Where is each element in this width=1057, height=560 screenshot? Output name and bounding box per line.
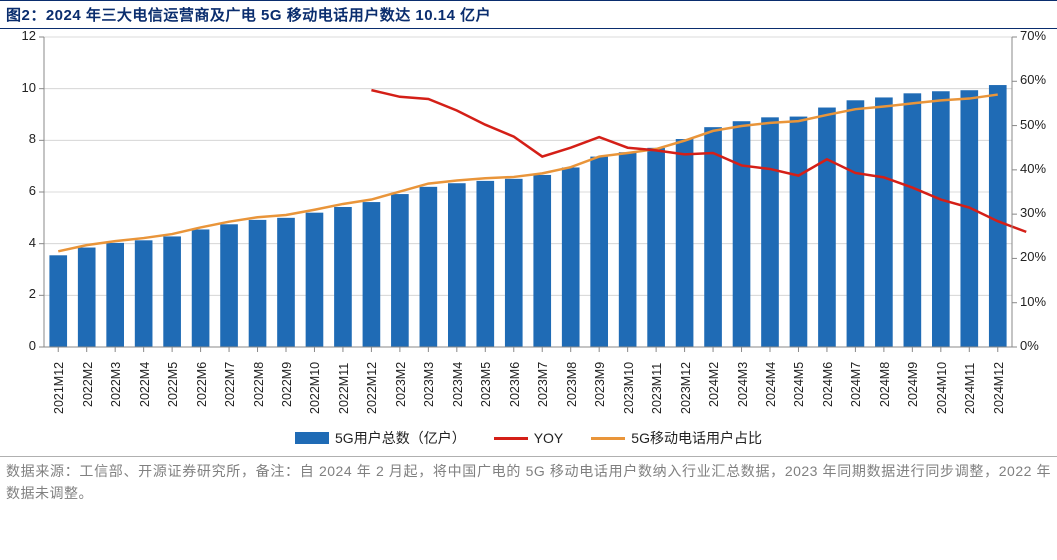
bar <box>904 93 922 347</box>
bar <box>420 187 438 347</box>
x-tick-label: 2022M8 <box>252 361 266 406</box>
bar <box>334 207 352 347</box>
y2-tick-label: 20% <box>1020 249 1057 264</box>
y2-tick-label: 30% <box>1020 205 1057 220</box>
bar <box>192 229 210 347</box>
chart-title: 图2：2024 年三大电信运营商及广电 5G 移动电话用户数达 10.14 亿户 <box>0 0 1057 29</box>
x-tick-label: 2022M10 <box>308 362 322 414</box>
bar <box>363 202 381 347</box>
x-tick-label: 2022M6 <box>195 361 209 406</box>
x-tick-label: 2022M7 <box>223 361 237 406</box>
bar <box>733 121 751 347</box>
x-tick-label: 2022M11 <box>337 363 351 414</box>
bar <box>277 218 295 347</box>
bar <box>49 255 67 347</box>
bar <box>847 100 865 347</box>
x-tick-label: 2022M3 <box>109 361 123 406</box>
x-tick-label: 2024M6 <box>821 361 835 406</box>
x-tick-label: 2022M4 <box>138 361 152 406</box>
bar <box>306 213 324 347</box>
bar <box>505 179 523 347</box>
y2-tick-label: 0% <box>1020 338 1057 353</box>
bar <box>875 97 893 347</box>
legend-swatch-line <box>494 437 528 440</box>
y2-tick-label: 70% <box>1020 28 1057 43</box>
y1-tick-label: 10 <box>6 80 36 95</box>
bar <box>989 85 1007 347</box>
bar <box>704 127 722 347</box>
x-tick-label: 2023M6 <box>508 361 522 406</box>
bar <box>533 175 551 347</box>
bar <box>391 194 409 347</box>
x-tick-label: 2023M5 <box>479 361 493 406</box>
x-tick-label: 2022M5 <box>166 361 180 406</box>
yoy-line <box>371 90 1026 232</box>
bar <box>932 91 950 347</box>
legend-label: 5G移动电话用户占比 <box>631 428 762 448</box>
bar <box>960 90 978 347</box>
x-tick-label: 2024M10 <box>935 362 949 414</box>
bar <box>761 117 779 347</box>
x-tick-label: 2024M2 <box>707 361 721 406</box>
x-tick-label: 2024M8 <box>878 361 892 406</box>
x-tick-label: 2024M7 <box>849 361 863 406</box>
bar <box>476 181 494 347</box>
x-tick-label: 2023M9 <box>593 361 607 406</box>
source-note: 数据来源：工信部、开源证券研究所，备注：自 2024 年 2 月起，将中国广电的… <box>0 456 1057 504</box>
bar <box>790 117 808 347</box>
x-tick-label: 2021M12 <box>52 362 66 414</box>
bar <box>135 240 153 347</box>
y1-tick-label: 4 <box>6 235 36 250</box>
legend-label: 5G用户总数（亿户） <box>335 428 466 448</box>
x-tick-label: 2022M9 <box>280 361 294 406</box>
legend-item: 5G移动电话用户占比 <box>591 428 762 448</box>
y2-tick-label: 60% <box>1020 72 1057 87</box>
x-tick-label: 2024M4 <box>764 361 778 406</box>
y1-tick-label: 12 <box>6 28 36 43</box>
x-tick-label: 2023M4 <box>451 361 465 406</box>
x-tick-label: 2022M2 <box>81 361 95 406</box>
legend-item: 5G用户总数（亿户） <box>295 428 466 448</box>
x-tick-label: 2022M12 <box>365 362 379 414</box>
bar <box>249 220 267 347</box>
legend-item: YOY <box>494 430 564 446</box>
bar <box>163 236 181 347</box>
x-tick-label: 2023M11 <box>650 363 664 414</box>
bar <box>647 148 665 347</box>
bar <box>619 152 637 347</box>
bar <box>448 183 466 347</box>
bar <box>78 248 96 347</box>
chart-area: 0 2 4 6 8 10 12 0% 10% 20% 30% 40% 50% 60% 70% 2021M12 2… <box>0 29 1057 456</box>
x-tick-label: 2023M2 <box>394 361 408 406</box>
bar <box>676 139 694 347</box>
x-tick-label: 2024M11 <box>963 363 977 414</box>
legend: 5G用户总数（亿户） YOY 5G移动电话用户占比 <box>0 428 1057 448</box>
bar <box>562 167 580 347</box>
bar <box>818 108 836 347</box>
x-tick-label: 2024M12 <box>992 362 1006 414</box>
x-tick-label: 2024M5 <box>792 361 806 406</box>
x-tick-label: 2023M7 <box>536 361 550 406</box>
x-tick-label: 2023M8 <box>565 361 579 406</box>
x-tick-label: 2024M3 <box>736 361 750 406</box>
legend-label: YOY <box>534 430 564 446</box>
y1-tick-label: 2 <box>6 286 36 301</box>
y2-tick-label: 40% <box>1020 161 1057 176</box>
y2-tick-label: 10% <box>1020 294 1057 309</box>
y1-tick-label: 0 <box>6 338 36 353</box>
x-tick-label: 2023M3 <box>422 361 436 406</box>
legend-swatch-bar <box>295 432 329 444</box>
x-tick-label: 2023M10 <box>622 362 636 414</box>
x-tick-label: 2023M12 <box>679 362 693 414</box>
bar <box>220 224 238 347</box>
chart-svg <box>0 29 1057 359</box>
y1-tick-label: 6 <box>6 183 36 198</box>
x-tick-label: 2024M9 <box>906 361 920 406</box>
y2-tick-label: 50% <box>1020 117 1057 132</box>
legend-swatch-line <box>591 437 625 440</box>
bar <box>590 157 608 347</box>
bar <box>106 243 124 347</box>
y1-tick-label: 8 <box>6 131 36 146</box>
